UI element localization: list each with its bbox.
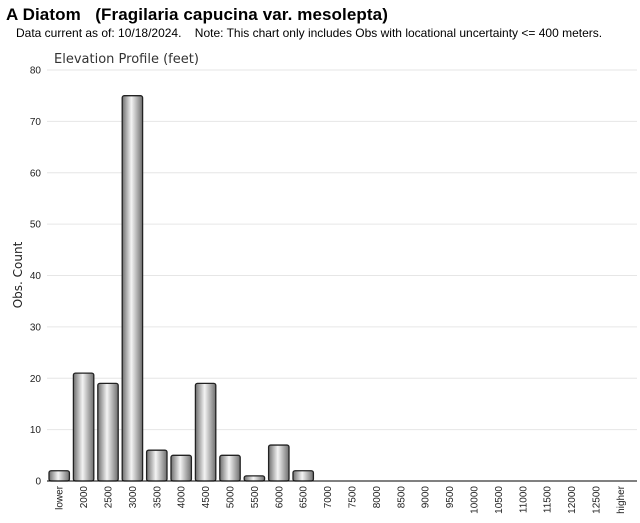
axes: 0 10 20 30 40 50 60 70 80 lower 2000 2500 3000 3500 40…	[30, 66, 637, 514]
chart-title: Elevation Profile (feet)	[54, 52, 199, 67]
x-tick-label: 7500	[348, 486, 359, 509]
bar-3500	[145, 449, 168, 482]
x-tick-label: 8500	[396, 486, 407, 509]
x-tick-label: 4500	[201, 486, 212, 509]
x-tick-label: 3000	[128, 486, 139, 509]
x-tick-label: 12000	[567, 486, 578, 514]
bar-6000	[267, 444, 290, 482]
x-tick-label: 6500	[299, 486, 310, 509]
x-tick-label: 2500	[104, 486, 115, 509]
x-tick-label: 2000	[79, 486, 90, 509]
x-tick-label: 11500	[543, 486, 554, 514]
bar-4000	[170, 454, 193, 482]
y-tick-label: 70	[30, 117, 42, 128]
y-tick-label: 30	[30, 322, 42, 333]
bar-2500	[97, 382, 119, 482]
y-tick-label: 80	[30, 66, 42, 77]
data-note: Data current as of: 10/18/2024. Note: Th…	[16, 26, 603, 40]
y-tick-label: 20	[30, 374, 42, 385]
x-tick-label: 6000	[274, 486, 285, 509]
x-tick-label: 5500	[250, 486, 261, 509]
x-tick-label: 12500	[592, 486, 603, 514]
x-tick-label: 3500	[152, 486, 163, 509]
x-tick-label: 8000	[372, 486, 383, 509]
bar-5000	[219, 454, 241, 482]
bars	[48, 95, 315, 482]
page-title: A Diatom (Fragilaria capucina var. mesol…	[6, 5, 388, 24]
x-tick-label: 5000	[226, 486, 237, 509]
y-tick-label: 10	[30, 425, 42, 436]
x-tick-label: 10500	[494, 486, 505, 514]
y-tick-label: 0	[35, 477, 41, 488]
x-tick-label: 9500	[445, 486, 456, 509]
x-tick-label: lower	[55, 485, 66, 510]
x-tick-label: 7000	[323, 486, 334, 509]
x-tick-label: 11000	[518, 486, 529, 514]
bar-5500	[243, 475, 266, 482]
bar-3000	[121, 95, 144, 482]
x-tick-label: 4000	[177, 486, 188, 509]
x-tick-label: 10000	[470, 486, 481, 514]
gridlines	[47, 69, 637, 431]
bar-6500	[292, 470, 315, 482]
y-tick-label: 40	[30, 271, 42, 282]
x-tick-label: higher	[616, 485, 627, 513]
y-tick-label: 50	[30, 220, 42, 231]
y-axis-label: Obs. Count	[11, 241, 25, 308]
bar-2000	[72, 372, 95, 482]
x-tick-label: 9000	[421, 486, 432, 509]
bar-4500	[194, 382, 217, 482]
y-tick-label: 60	[30, 168, 42, 179]
bar-lower	[48, 470, 71, 482]
